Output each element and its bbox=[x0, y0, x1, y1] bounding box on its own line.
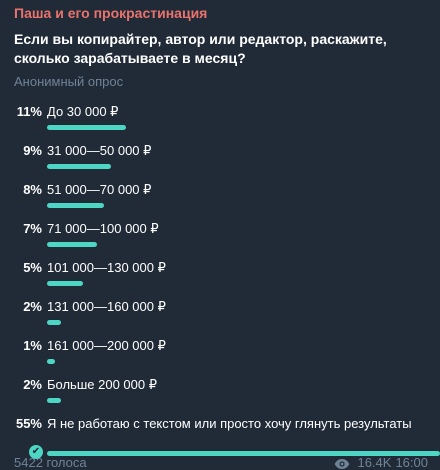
option-bar-track bbox=[47, 281, 426, 286]
option-bar bbox=[47, 451, 440, 456]
option-bar-track bbox=[47, 125, 426, 130]
option-percent: 55% bbox=[15, 416, 42, 431]
option-bar bbox=[47, 125, 126, 130]
option-label: До 30 000 ₽ bbox=[47, 104, 119, 119]
option-label: 51 000—70 000 ₽ bbox=[47, 182, 152, 197]
checkmark-icon: ✔ bbox=[29, 445, 43, 459]
option-bar bbox=[47, 242, 97, 247]
option-label: 161 000—200 000 ₽ bbox=[47, 338, 166, 353]
option-bar bbox=[47, 398, 61, 403]
option-bar-track bbox=[47, 359, 426, 364]
option-bar-track bbox=[47, 242, 426, 247]
poll-option[interactable]: 9% 31 000—50 000 ₽ bbox=[14, 137, 426, 176]
poll-options: 11% До 30 000 ₽ 9% 31 000—50 000 ₽ 8% 51 000—… bbox=[14, 98, 440, 464]
poll-option[interactable]: 2% 131 000—160 000 ₽ bbox=[14, 293, 426, 332]
message-meta: 16.4K 16:00 bbox=[334, 455, 428, 470]
option-percent: 5% bbox=[23, 260, 42, 275]
poll-option[interactable]: 2% Больше 200 000 ₽ bbox=[14, 371, 426, 410]
option-bar bbox=[47, 203, 104, 208]
option-label: 101 000—130 000 ₽ bbox=[47, 260, 166, 275]
vote-count[interactable]: 5422 голоса bbox=[14, 455, 87, 470]
option-percent: 8% bbox=[23, 182, 42, 197]
poll-option[interactable]: 55% Я не работаю с текстом или просто хоч… bbox=[14, 410, 440, 464]
poll-option[interactable]: 1% 161 000—200 000 ₽ bbox=[14, 332, 426, 371]
poll-question: Если вы копирайтер, автор или редактор, … bbox=[14, 31, 387, 66]
option-percent: 2% bbox=[23, 299, 42, 314]
message-time: 16:00 bbox=[395, 455, 428, 470]
option-bar-track bbox=[47, 320, 426, 325]
option-bar-track bbox=[47, 203, 426, 208]
eye-icon bbox=[335, 459, 350, 469]
option-label: 31 000—50 000 ₽ bbox=[47, 143, 152, 158]
option-label: Больше 200 000 ₽ bbox=[47, 377, 157, 392]
view-count: 16.4K bbox=[357, 455, 392, 470]
option-bar bbox=[47, 320, 61, 325]
option-percent: 1% bbox=[23, 338, 42, 353]
option-label: 71 000—100 000 ₽ bbox=[47, 221, 159, 236]
channel-name[interactable]: Паша и его прокрастинация bbox=[14, 5, 208, 21]
option-bar bbox=[47, 281, 83, 286]
option-percent: 9% bbox=[23, 143, 42, 158]
option-label: Я не работаю с текстом или просто хочу г… bbox=[47, 416, 412, 431]
option-label: 131 000—160 000 ₽ bbox=[47, 299, 166, 314]
option-percent: 11% bbox=[16, 104, 42, 119]
option-bar-track bbox=[47, 398, 426, 403]
poll-type-label: Анонимный опрос bbox=[14, 74, 124, 89]
poll-option[interactable]: 11% До 30 000 ₽ bbox=[14, 98, 426, 137]
option-bar-track bbox=[47, 164, 426, 169]
option-percent: 7% bbox=[23, 221, 42, 236]
poll-option[interactable]: 5% 101 000—130 000 ₽ bbox=[14, 254, 426, 293]
option-bar bbox=[47, 359, 55, 364]
option-bar-track bbox=[47, 451, 440, 456]
poll-option[interactable]: 8% 51 000—70 000 ₽ bbox=[14, 176, 426, 215]
poll-option[interactable]: 7% 71 000—100 000 ₽ bbox=[14, 215, 426, 254]
option-percent: 2% bbox=[23, 377, 42, 392]
option-bar bbox=[47, 164, 111, 169]
poll-footer: 5422 голоса 16.4K 16:00 bbox=[14, 455, 428, 470]
